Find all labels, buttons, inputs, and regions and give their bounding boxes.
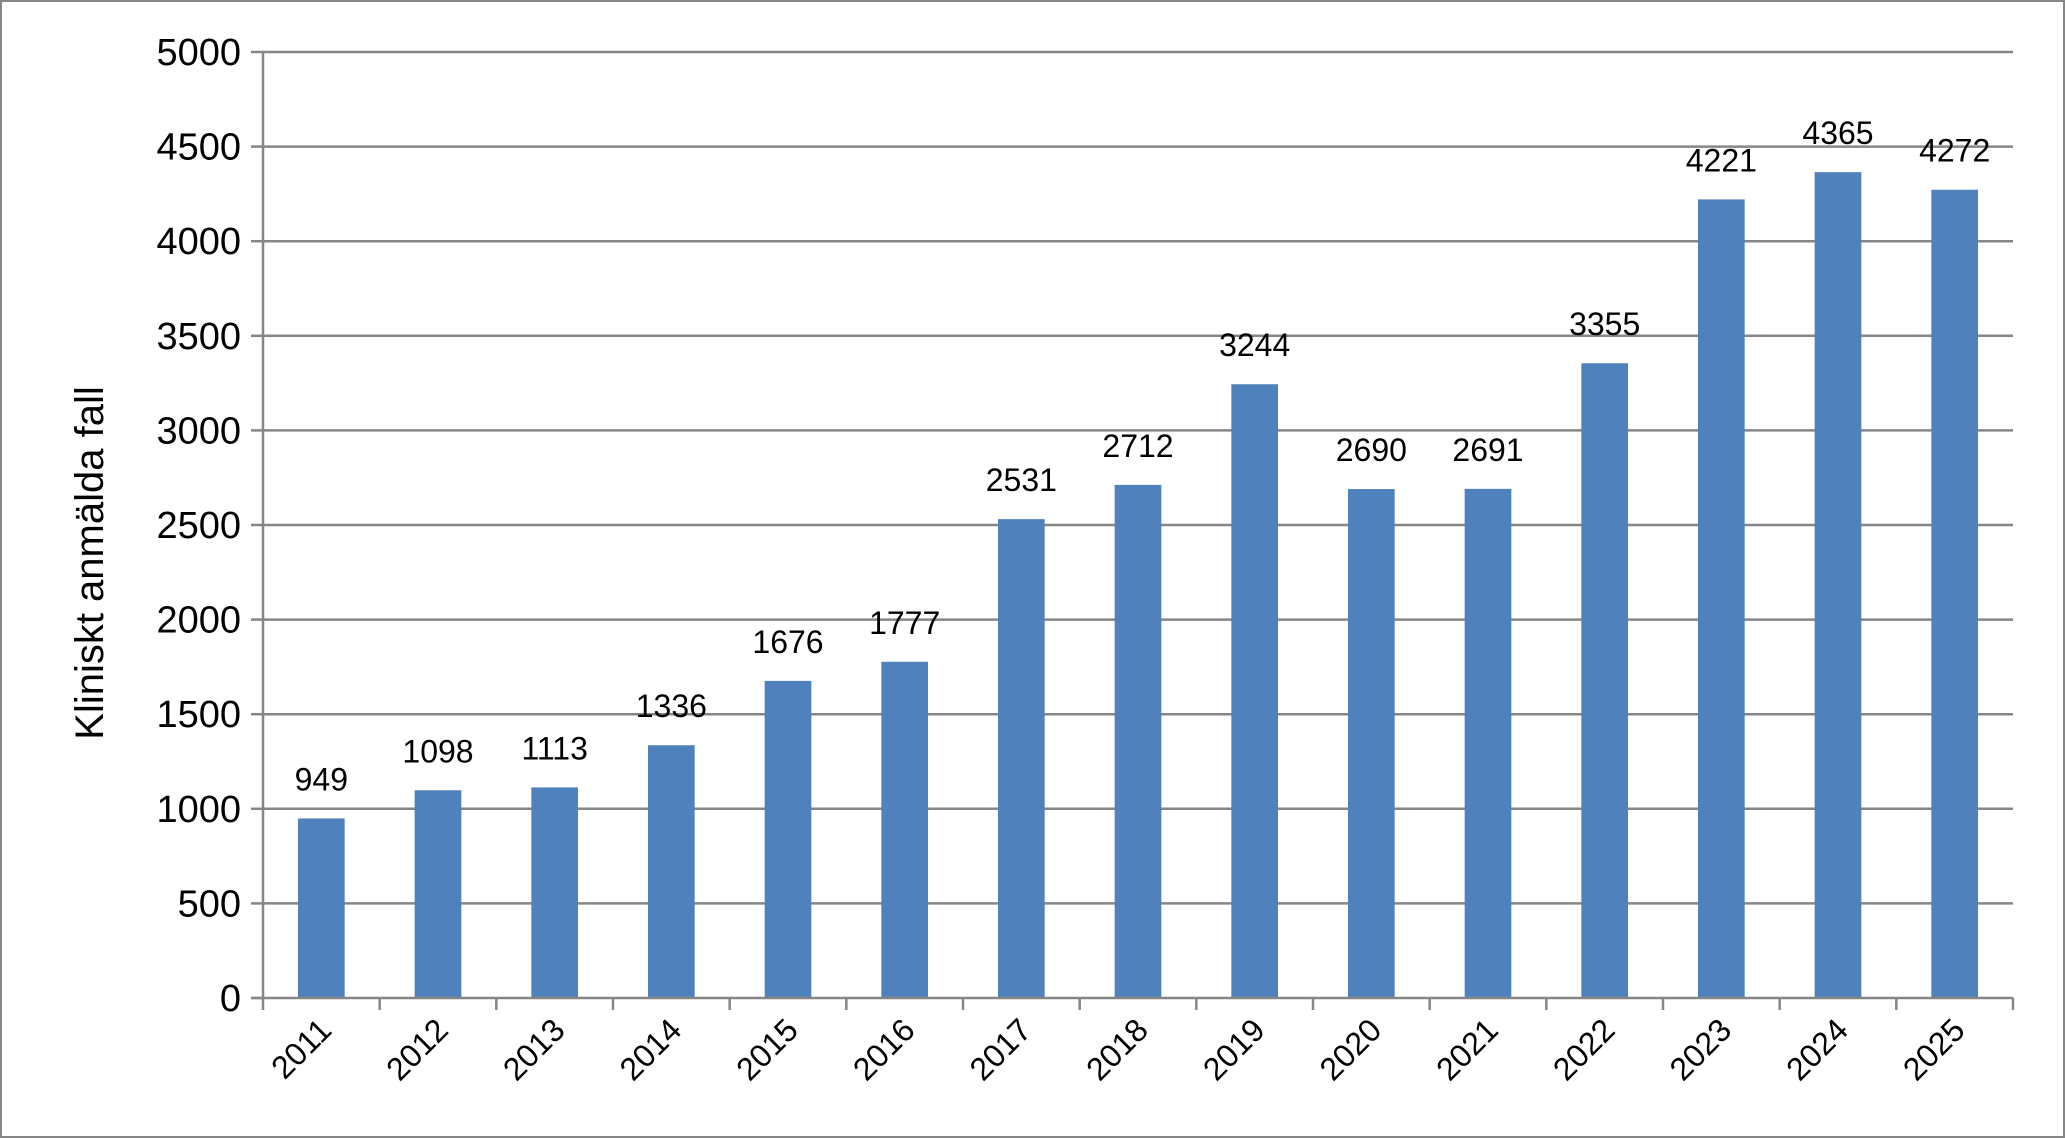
y-axis-title: Kliniskt anmälda fall	[68, 386, 112, 740]
y-tick-label: 5000	[156, 32, 241, 74]
bars	[298, 172, 1978, 999]
y-tick-label: 500	[178, 883, 241, 925]
data-label: 2690	[1336, 432, 1407, 468]
x-tick-label: 2015	[729, 1011, 805, 1087]
data-label: 4365	[1802, 115, 1873, 151]
x-tick-label: 2025	[1896, 1011, 1972, 1087]
bar	[298, 818, 345, 998]
bar	[1814, 172, 1862, 999]
x-tick-label: 2018	[1079, 1011, 1155, 1087]
y-tick-label: 1500	[156, 694, 241, 736]
x-tick-label: 2023	[1662, 1011, 1738, 1087]
y-tick-label: 3500	[156, 316, 241, 358]
data-label: 1098	[402, 733, 473, 769]
x-tick-label: 2024	[1779, 1011, 1855, 1087]
bar	[1581, 363, 1628, 998]
data-label: 949	[295, 761, 348, 797]
bar	[648, 745, 695, 998]
bar	[1464, 488, 1512, 998]
y-tick-label: 3000	[156, 410, 241, 452]
data-label: 1336	[636, 688, 707, 724]
data-label: 1777	[869, 605, 940, 641]
x-tick-label: 2012	[379, 1011, 455, 1087]
data-label: 3355	[1569, 306, 1640, 342]
x-tick-label: 2014	[612, 1011, 688, 1087]
bar	[998, 519, 1045, 998]
x-tick-label: 2022	[1546, 1011, 1622, 1087]
x-tick-label: 2019	[1196, 1011, 1272, 1087]
bar	[531, 787, 578, 998]
x-tick-label: 2017	[962, 1011, 1038, 1087]
bar	[1698, 199, 1745, 999]
bar	[1348, 489, 1395, 998]
x-tick-label: 2013	[496, 1011, 572, 1087]
y-tick-label: 2500	[156, 505, 241, 547]
bar	[1931, 189, 1978, 998]
data-label: 4272	[1919, 133, 1990, 169]
data-label: 4221	[1686, 142, 1757, 178]
y-tick-label: 4000	[156, 221, 241, 263]
data-label: 3244	[1219, 327, 1290, 363]
x-tick-label: 2016	[846, 1011, 922, 1087]
y-tick-label: 4500	[156, 127, 241, 169]
data-label: 2531	[986, 462, 1057, 498]
axes	[251, 50, 2015, 1010]
x-tick-label: 2011	[264, 1011, 338, 1085]
data-label: 2712	[1102, 428, 1173, 464]
y-tick-label: 1000	[156, 789, 241, 831]
bar	[881, 661, 928, 998]
data-label: 2691	[1452, 432, 1523, 468]
bar	[764, 680, 812, 998]
data-label: 1676	[752, 624, 823, 660]
y-tick-label: 0	[220, 978, 241, 1020]
bar	[1231, 384, 1278, 998]
data-label: 1113	[521, 730, 587, 766]
bar	[414, 790, 462, 998]
bar	[1114, 484, 1162, 998]
x-tick-label: 2020	[1312, 1011, 1388, 1087]
x-tick-label: 2021	[1429, 1011, 1505, 1087]
y-tick-label: 2000	[156, 600, 241, 642]
